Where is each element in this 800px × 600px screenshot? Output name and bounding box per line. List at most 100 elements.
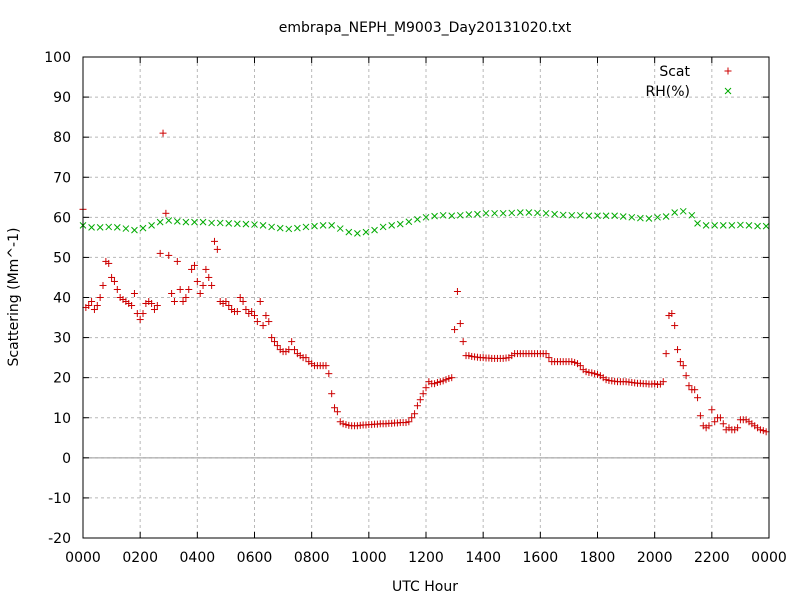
scat-point: [456, 320, 464, 328]
scat-point: [719, 420, 727, 428]
scat-point: [168, 289, 176, 297]
rh-point: [628, 213, 636, 221]
rh-point: [311, 222, 318, 230]
scat-point: [734, 424, 742, 432]
x-tick-label: 1200: [408, 550, 444, 566]
scat-point: [159, 129, 167, 137]
rh-point: [88, 224, 95, 231]
scat-point: [153, 302, 161, 310]
rh-point: [113, 224, 121, 231]
scat-point: [588, 369, 596, 377]
scat-point: [139, 310, 147, 318]
scat-point: [545, 354, 553, 362]
scat-point: [325, 370, 333, 378]
scat-point: [756, 426, 764, 434]
y-tick-label: -10: [48, 491, 71, 507]
rh-point: [345, 228, 353, 236]
scat-point: [591, 370, 599, 378]
scat-point: [422, 384, 430, 392]
scat-point: [268, 334, 276, 342]
rh-point: [259, 221, 267, 229]
rh-point: [225, 219, 233, 227]
scat-point: [273, 342, 281, 350]
rh-point: [585, 212, 593, 220]
rh-point: [268, 223, 276, 231]
scat-point: [676, 358, 684, 366]
rh-point: [482, 209, 490, 217]
scat-point: [405, 418, 413, 426]
scat-point: [90, 306, 98, 314]
scat-point: [411, 410, 419, 418]
x-tick-label: 0000: [65, 550, 101, 566]
y-tick-label: 10: [53, 411, 71, 427]
x-tick-label: 0000: [751, 550, 787, 566]
y-tick-label: 20: [53, 371, 71, 387]
rh-point: [105, 223, 113, 231]
scat-point: [96, 294, 104, 301]
scat-point: [322, 362, 330, 370]
scat-point: [210, 237, 218, 245]
scat-point: [433, 378, 441, 386]
legend: Scat RH(%): [646, 64, 732, 100]
rh-point: [576, 211, 584, 219]
rh-point: [414, 215, 421, 223]
scat-point: [199, 281, 207, 289]
scat-point: [248, 308, 256, 316]
scat-point: [465, 352, 473, 360]
rh-point: [559, 211, 567, 219]
rh-point: [165, 217, 173, 224]
scat-point: [459, 338, 467, 346]
rh-point: [499, 209, 507, 217]
scat-point: [150, 306, 158, 314]
scat-point: [170, 298, 178, 306]
rh-point: [208, 219, 215, 227]
rh-point: [534, 209, 541, 217]
scat-point: [759, 427, 767, 435]
rh-point: [728, 221, 736, 229]
legend-label-scat: Scat: [659, 64, 690, 80]
scat-point: [99, 281, 107, 289]
legend-marker-scat: [724, 67, 732, 75]
rh-point: [371, 226, 378, 234]
scat-point: [288, 338, 296, 346]
rh-point: [602, 212, 610, 220]
rh-point: [619, 213, 627, 220]
scat-point: [190, 261, 198, 269]
scat-point: [402, 419, 410, 427]
legend-label-rh: RH(%): [646, 84, 690, 100]
scat-point: [685, 382, 693, 390]
rh-point: [679, 207, 687, 215]
rh-point: [568, 211, 576, 219]
rh-point: [551, 210, 558, 218]
scat-point: [339, 420, 347, 428]
rh-point: [711, 221, 719, 229]
rh-point: [139, 224, 147, 232]
scat-point: [328, 390, 336, 398]
scat-point: [113, 285, 121, 293]
x-tick-label: 2200: [694, 550, 730, 566]
rh-point: [508, 209, 516, 217]
scat-point: [85, 302, 93, 310]
scat-point: [542, 350, 550, 358]
data-points: [79, 129, 770, 436]
rh-point: [173, 217, 181, 225]
rh-point: [396, 220, 404, 228]
scat-point: [331, 404, 339, 412]
x-tick-label: 0600: [237, 550, 273, 566]
x-tick-label: 0400: [180, 550, 216, 566]
scat-point: [671, 322, 679, 330]
x-tick-label: 1800: [580, 550, 616, 566]
scat-point: [716, 414, 724, 422]
scat-point: [291, 346, 299, 354]
rh-point: [233, 220, 241, 228]
scat-point: [262, 312, 270, 320]
scat-point: [202, 265, 210, 273]
rh-point: [354, 230, 361, 237]
rh-point: [448, 212, 456, 220]
scat-point: [136, 316, 144, 324]
scat-point: [451, 326, 459, 334]
rh-point: [662, 213, 670, 220]
x-tick-label: 0200: [122, 550, 158, 566]
scat-point: [130, 289, 138, 297]
